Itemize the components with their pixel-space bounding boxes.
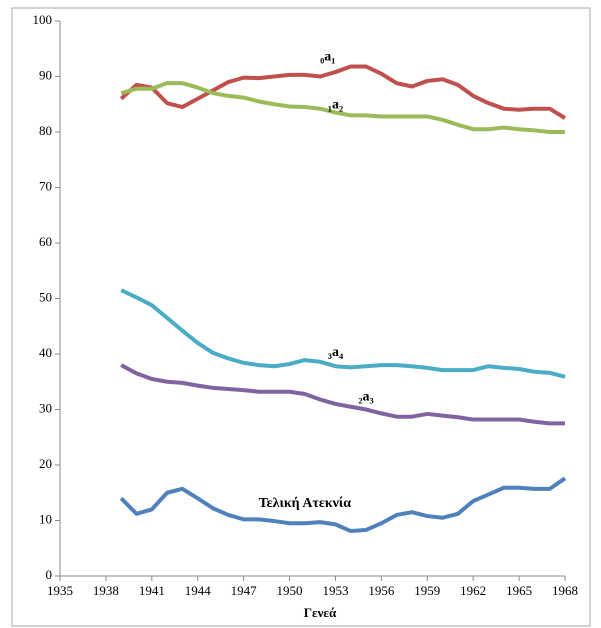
series-line bbox=[119, 64, 567, 120]
y-tick-label: 100 bbox=[33, 12, 53, 27]
y-tick-label: 90 bbox=[39, 67, 52, 82]
frame bbox=[11, 7, 591, 627]
series-line bbox=[119, 476, 567, 534]
series-line bbox=[120, 363, 565, 426]
x-tick-label: 1959 bbox=[414, 583, 440, 598]
x-tick-label: 1935 bbox=[47, 583, 73, 598]
x-tick-label: 1965 bbox=[506, 583, 532, 598]
x-tick-label: 1938 bbox=[93, 583, 119, 598]
series-label: Τελική Ατεκνία bbox=[259, 496, 352, 511]
y-tick-label: 80 bbox=[39, 123, 52, 138]
x-tick-label: 1968 bbox=[552, 583, 578, 598]
series-label: ₀a₁ bbox=[320, 49, 335, 64]
y-tick-label: 50 bbox=[39, 289, 52, 304]
x-tick-label: 1953 bbox=[322, 583, 348, 598]
y-tick-label: 0 bbox=[46, 567, 53, 582]
y-tick-label: 70 bbox=[39, 178, 52, 193]
series-label: ₁a₂ bbox=[328, 98, 343, 113]
series-label: ₂a₃ bbox=[358, 390, 373, 405]
x-tick-label: 1962 bbox=[460, 583, 486, 598]
series-line bbox=[120, 81, 565, 134]
x-tick-label: 1944 bbox=[185, 583, 212, 598]
y-tick-label: 20 bbox=[39, 456, 52, 471]
series-label: ₃a₄ bbox=[328, 345, 344, 360]
x-tick-label: 1941 bbox=[139, 583, 165, 598]
x-tick-label: 1950 bbox=[277, 583, 303, 598]
x-tick-label: 1956 bbox=[368, 583, 395, 598]
series-line bbox=[120, 288, 566, 379]
x-tick-label: 1947 bbox=[231, 583, 258, 598]
y-tick-label: 60 bbox=[39, 234, 52, 249]
y-tick-label: 30 bbox=[39, 400, 52, 415]
y-tick-label: 40 bbox=[39, 345, 52, 360]
y-tick-label: 10 bbox=[39, 511, 52, 526]
x-axis-label: Γενεά bbox=[304, 605, 337, 620]
